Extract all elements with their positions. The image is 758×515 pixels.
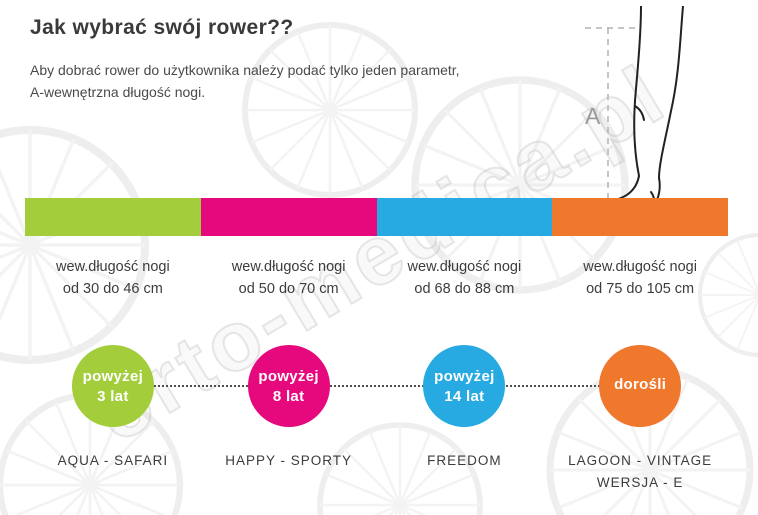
leg-length-label-1: wew.długość nogi od 30 do 46 cm — [25, 256, 201, 301]
leg-length-label-4: wew.długość nogi od 75 do 105 cm — [552, 256, 728, 301]
age-circle-2: powyżej 8 lat — [247, 345, 330, 427]
age-circle-4: dorośli — [599, 345, 682, 427]
age-line1: powyżej — [82, 367, 144, 385]
age-line1: powyżej — [434, 367, 495, 385]
page-title: Jak wybrać swój rower?? — [30, 16, 294, 39]
leg-length-text: wew.długość nogi — [231, 259, 346, 275]
model-line1: LAGOON - VINTAGE — [568, 453, 713, 468]
size-color-bar — [25, 198, 728, 236]
leg-length-label-2: wew.długość nogi od 50 do 70 cm — [201, 256, 377, 301]
age-circle-3: powyżej 14 lat — [423, 345, 506, 427]
dotted-connector-line — [85, 385, 668, 387]
measurement-a-label: A — [585, 103, 601, 129]
age-line1: dorośli — [614, 376, 667, 393]
bar-segment-4 — [552, 198, 728, 236]
model-label-4: LAGOON - VINTAGE WERSJA - E — [552, 450, 728, 493]
leg-length-text: wew.długość nogi — [407, 259, 522, 275]
leg-sketch — [613, 5, 684, 208]
age-line2: 14 lat — [444, 387, 485, 405]
age-row: powyżej 3 lat powyżej 8 lat powyżej 14 l… — [25, 342, 728, 430]
leg-length-range: od 50 do 70 cm — [238, 281, 339, 298]
bar-segment-1 — [25, 198, 201, 236]
model-line1: HAPPY - SPORTY — [225, 453, 353, 468]
leg-length-text: wew.długość nogi — [583, 259, 697, 275]
age-line2: 3 lat — [97, 387, 129, 405]
model-label-3: FREEDOM — [377, 450, 553, 493]
leg-length-row: wew.długość nogi od 30 do 46 cm wew.dług… — [25, 256, 728, 301]
subtitle: Aby dobrać rower do użytkownika należy p… — [30, 60, 460, 103]
leg-length-text: wew.długość nogi — [56, 259, 170, 275]
leg-length-label-3: wew.długość nogi od 68 do 88 cm — [377, 256, 553, 301]
model-line1: FREEDOM — [427, 453, 502, 468]
age-line1: powyżej — [258, 367, 319, 385]
model-line2: WERSJA - E — [596, 474, 684, 490]
leg-length-range: od 75 do 105 cm — [586, 281, 695, 298]
model-label-1: AQUA - SAFARI — [25, 450, 201, 493]
age-circle-1: powyżej 3 lat — [71, 345, 154, 427]
leg-measurement-figure: A — [583, 5, 718, 211]
leg-length-range: od 30 do 46 cm — [62, 281, 163, 298]
age-line2: 8 lat — [272, 387, 305, 405]
bar-segment-2 — [200, 198, 377, 236]
model-row: AQUA - SAFARI HAPPY - SPORTY FREEDOM LAG… — [25, 450, 728, 493]
model-label-2: HAPPY - SPORTY — [201, 450, 377, 493]
bar-segment-3 — [376, 198, 553, 236]
leg-length-range: od 68 do 88 cm — [414, 281, 515, 298]
subtitle-line1: Aby dobrać rower do użytkownika należy p… — [30, 62, 460, 78]
subtitle-line2: A-wewnętrzna długość nogi. — [30, 83, 206, 100]
model-line1: AQUA - SAFARI — [57, 453, 169, 468]
